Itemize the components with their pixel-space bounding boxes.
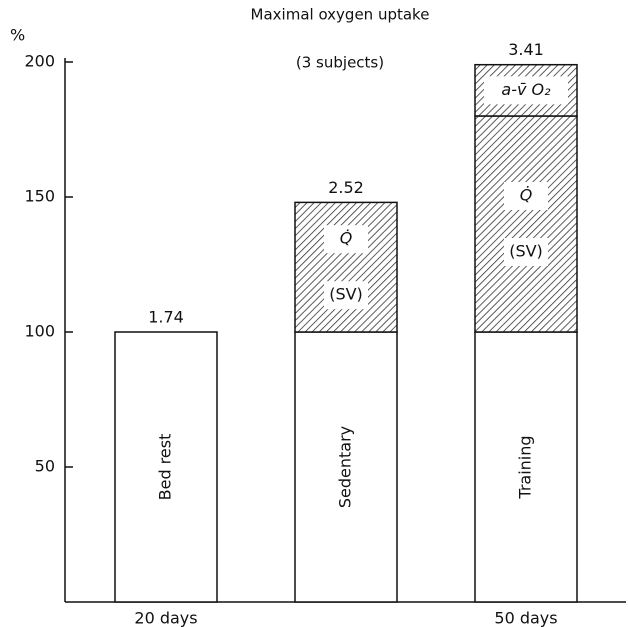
segment-label-box [324, 281, 368, 310]
segment-label: (SV) [509, 242, 543, 261]
y-axis-label: % [10, 26, 25, 45]
segment-label-box [504, 238, 548, 266]
bar-segment [294, 331, 398, 603]
segment-label-box [484, 76, 568, 105]
x-tick-label: 20 days [134, 609, 197, 627]
chart-title: Maximal oxygen uptake [251, 6, 430, 24]
y-tick-label: 50 [35, 457, 55, 476]
segment-label: Q̇ [520, 186, 533, 205]
segment-label-box [504, 182, 548, 210]
bar-segment [474, 115, 578, 333]
y-tick-label: 100 [24, 322, 55, 341]
bar-label: Sedentary [336, 426, 355, 508]
y-tick-label: 200 [24, 52, 55, 71]
top-label: 1.74 [148, 308, 184, 327]
segment-label: Q̇ [340, 229, 353, 248]
chart-subtitle: (3 subjects) [296, 54, 384, 72]
y-tick-label: 150 [24, 187, 55, 206]
segment-label-box [324, 225, 368, 254]
bar-segment [114, 331, 218, 603]
x-tick-label: 50 days [494, 609, 557, 627]
top-label: 3.41 [508, 40, 544, 59]
bar-label: Training [516, 435, 535, 499]
top-label: 2.52 [328, 178, 364, 197]
bar-segment [294, 201, 398, 333]
bar-label: Bed rest [156, 434, 175, 501]
segment-label: a-v̄ O₂ [501, 80, 551, 99]
segment-label: (SV) [329, 285, 363, 304]
